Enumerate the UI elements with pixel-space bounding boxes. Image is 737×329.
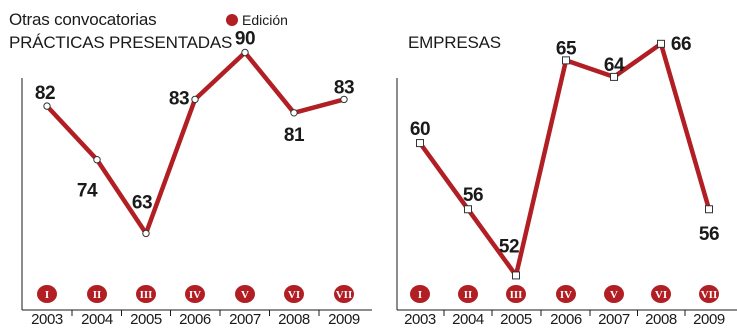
edition-label: VI xyxy=(288,289,300,301)
data-label: 82 xyxy=(35,83,55,104)
supertitle: Otras convocatorias xyxy=(9,10,156,29)
edition-badge xyxy=(556,285,576,303)
edition-label: VII xyxy=(701,289,718,301)
x-tick-label: 2003 xyxy=(404,311,436,328)
series-line-empresas xyxy=(417,41,712,278)
data-label: 56 xyxy=(699,224,719,245)
data-point xyxy=(142,229,150,238)
edition-label: I xyxy=(418,289,422,301)
x-tick-label: 2007 xyxy=(598,311,630,328)
data-point xyxy=(562,56,570,65)
edition-label: II xyxy=(464,289,473,301)
edition-badge xyxy=(604,285,624,303)
x-tick-label: 2008 xyxy=(645,311,677,328)
edition-badge xyxy=(410,285,430,303)
data-label: 90 xyxy=(235,29,255,50)
legend: Edición xyxy=(226,12,288,28)
edition-label: III xyxy=(510,289,523,301)
data-point xyxy=(657,39,665,48)
edition-label: VI xyxy=(655,289,667,301)
data-label: 52 xyxy=(499,236,519,257)
edition-badge xyxy=(235,285,255,303)
edition-badge xyxy=(651,285,671,303)
chart-panel-practicas: PRÁCTICAS PRESENTADAS 2003 I 2004 II 2005 III… xyxy=(9,29,372,328)
data-label: 63 xyxy=(132,192,152,213)
data-label: 56 xyxy=(463,185,483,206)
data-point xyxy=(705,205,713,214)
edition-badge xyxy=(284,285,304,303)
data-point xyxy=(416,139,424,148)
x-tick-label: 2006 xyxy=(179,311,211,328)
edition-badge xyxy=(334,285,354,303)
edition-label: V xyxy=(241,289,249,301)
data-point xyxy=(464,205,472,214)
x-tick-label: 2005 xyxy=(500,311,532,328)
edition-badge xyxy=(136,285,156,303)
chart-title-practicas: PRÁCTICAS PRESENTADAS xyxy=(9,33,232,52)
edition-badge xyxy=(87,285,107,303)
data-point xyxy=(43,102,51,110)
legend-label: Edición xyxy=(242,12,288,28)
edition-label: I xyxy=(45,289,49,301)
data-point xyxy=(93,156,101,164)
x-tick-label: 2003 xyxy=(31,311,63,328)
data-label: 65 xyxy=(556,38,577,59)
edition-label: IV xyxy=(189,289,201,301)
data-point xyxy=(512,271,520,280)
x-tick-label: 2008 xyxy=(278,311,310,328)
data-label: 74 xyxy=(77,181,98,202)
edition-label: VII xyxy=(336,289,353,301)
edition-badge xyxy=(699,285,719,303)
chart-panel-empresas: EMPRESAS 2003 I 2004 II 2005 III 2006 IV 2007 V 20… xyxy=(396,33,737,328)
x-tick-label: 2004 xyxy=(81,311,113,328)
x-tick-label: 2009 xyxy=(328,311,360,328)
data-label: 83 xyxy=(169,88,189,109)
data-point xyxy=(290,109,298,117)
data-point xyxy=(191,95,199,104)
edition-badge xyxy=(506,285,526,303)
edition-badge xyxy=(185,285,205,303)
edition-label: II xyxy=(93,289,102,301)
edition-badge xyxy=(458,285,478,303)
x-tick-label: 2005 xyxy=(130,311,162,328)
data-point xyxy=(241,48,249,57)
data-label: 60 xyxy=(410,119,430,140)
x-tick-label: 2006 xyxy=(550,311,582,328)
data-label: 66 xyxy=(671,34,691,55)
legend-swatch xyxy=(226,14,238,26)
edition-label: IV xyxy=(560,289,572,301)
data-label: 83 xyxy=(334,77,354,98)
chart-title-empresas: EMPRESAS xyxy=(408,33,501,52)
x-tick-label: 2009 xyxy=(693,311,725,328)
data-point xyxy=(340,95,348,104)
data-label: 64 xyxy=(604,55,625,76)
x-tick-label: 2004 xyxy=(452,311,484,328)
data-label: 81 xyxy=(284,125,305,146)
edition-label: III xyxy=(140,289,153,301)
edition-badge xyxy=(37,285,57,303)
data-point xyxy=(610,72,618,81)
x-tick-label: 2007 xyxy=(229,311,261,328)
edition-label: V xyxy=(610,289,618,301)
